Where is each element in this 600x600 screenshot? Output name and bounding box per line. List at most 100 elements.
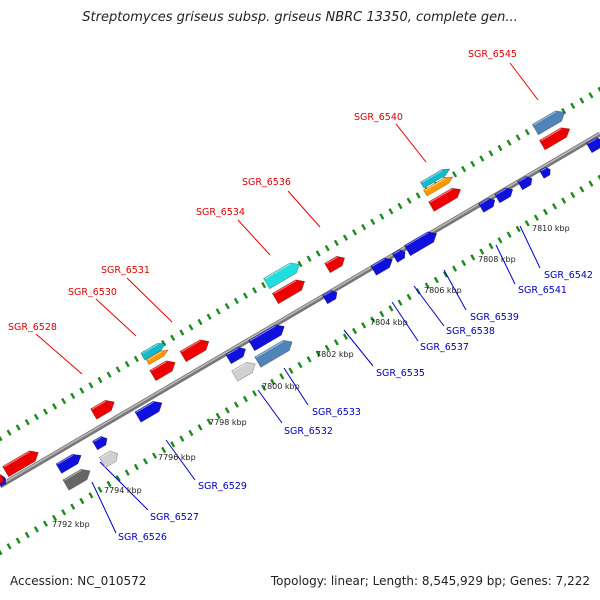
gene-red[interactable] <box>149 357 178 382</box>
guide-dot <box>361 223 367 231</box>
guide-dot <box>61 509 67 516</box>
guide-dot <box>106 480 112 488</box>
leader-line <box>519 225 541 269</box>
guide-dot <box>252 287 258 294</box>
gene-label-sgr-6541[interactable]: SGR_6541 <box>518 285 567 296</box>
guide-dot <box>397 299 403 306</box>
topology-text: Topology: linear; Length: 8,545,929 bp; … <box>270 574 590 588</box>
leader-line <box>91 481 117 534</box>
gene-label-sgr-6529[interactable]: SGR_6529 <box>198 481 247 492</box>
gene-red[interactable] <box>539 124 572 151</box>
guide-dot <box>242 292 248 299</box>
guide-dot <box>15 537 21 544</box>
gene-steel[interactable] <box>254 337 296 368</box>
guide-dot <box>297 260 303 268</box>
guide-dot <box>115 366 121 373</box>
gene-label-sgr-6534[interactable]: SGR_6534 <box>196 207 245 218</box>
leader-line <box>343 329 374 367</box>
guide-dot <box>515 134 521 141</box>
guide-dot <box>97 376 103 384</box>
gene-red[interactable] <box>0 472 5 485</box>
gene-label-sgr-6530[interactable]: SGR_6530 <box>68 287 117 298</box>
guide-dot <box>542 208 548 216</box>
guide-dot <box>570 191 576 199</box>
gene-label-sgr-6533[interactable]: SGR_6533 <box>312 407 361 418</box>
leader-line <box>413 285 445 327</box>
guide-dot <box>579 186 585 193</box>
gene-teal[interactable] <box>140 340 167 361</box>
guide-dot <box>206 313 212 320</box>
scale-tick-label: 7792 kbp <box>52 520 90 529</box>
guide-dot <box>24 531 30 539</box>
gene-features[interactable] <box>0 107 600 491</box>
guide-dot <box>6 429 12 436</box>
gene-blue[interactable] <box>494 185 516 204</box>
gene-blue[interactable] <box>517 174 534 191</box>
guide-dot <box>224 407 230 414</box>
gene-grey-light[interactable] <box>231 359 259 382</box>
gene-label-sgr-6528[interactable]: SGR_6528 <box>8 322 57 333</box>
gene-steel[interactable] <box>531 107 567 136</box>
gene-teal[interactable] <box>420 166 451 189</box>
gene-blue[interactable] <box>134 398 165 423</box>
guide-dot <box>161 339 167 347</box>
guide-dot <box>188 324 194 331</box>
gene-red[interactable] <box>90 397 118 420</box>
guide-dot <box>52 403 58 410</box>
gene-blue[interactable] <box>92 434 109 451</box>
gene-label-sgr-6538[interactable]: SGR_6538 <box>446 326 495 337</box>
guide-dot <box>197 424 203 431</box>
gene-label-sgr-6526[interactable]: SGR_6526 <box>118 532 167 543</box>
gene-blue[interactable] <box>391 248 407 263</box>
gene-label-sgr-6531[interactable]: SGR_6531 <box>101 265 150 276</box>
scale-tick-label: 7798 kbp <box>209 418 247 427</box>
guide-dot <box>342 234 348 241</box>
guide-dot <box>470 254 476 261</box>
guide-dot <box>152 452 158 459</box>
gene-blue[interactable] <box>585 135 600 154</box>
guide-dot <box>379 310 385 318</box>
guide-dot <box>570 102 576 110</box>
gene-label-sgr-6537[interactable]: SGR_6537 <box>420 342 469 353</box>
gene-blue[interactable] <box>538 166 552 179</box>
guide-dot <box>388 208 394 215</box>
gene-blue[interactable] <box>55 451 84 474</box>
scale-tick-label: 7796 kbp <box>158 453 196 462</box>
guide-dot <box>79 387 85 394</box>
gene-orange[interactable] <box>145 347 170 366</box>
guide-dot <box>61 397 67 405</box>
gene-red[interactable] <box>324 253 348 274</box>
gene-blue[interactable] <box>248 321 288 352</box>
guide-dot <box>415 192 421 199</box>
gene-label-sgr-6540[interactable]: SGR_6540 <box>354 112 403 123</box>
gene-label-sgr-6545[interactable]: SGR_6545 <box>468 49 517 60</box>
guide-dot <box>452 265 458 272</box>
gene-blue[interactable] <box>370 255 396 276</box>
guide-dot <box>0 434 3 442</box>
gene-red[interactable] <box>2 447 42 478</box>
guide-dot <box>333 239 339 247</box>
gene-red[interactable] <box>271 276 307 305</box>
gene-cyan[interactable] <box>263 259 303 290</box>
gene-grey-dark[interactable] <box>62 466 93 491</box>
gene-label-sgr-6527[interactable]: SGR_6527 <box>150 512 199 523</box>
guide-dot <box>497 144 503 152</box>
gene-orange[interactable] <box>423 174 454 197</box>
gene-label-sgr-6539[interactable]: SGR_6539 <box>470 312 519 323</box>
guide-dot <box>388 305 394 312</box>
gene-label-sgr-6542[interactable]: SGR_6542 <box>544 270 593 281</box>
gene-blue[interactable] <box>225 344 249 365</box>
gene-red[interactable] <box>428 185 464 212</box>
gene-red[interactable] <box>179 336 212 363</box>
leader-line <box>283 367 309 406</box>
gene-label-sgr-6536[interactable]: SGR_6536 <box>242 177 291 188</box>
guide-dot <box>188 429 194 437</box>
guide-dot <box>88 382 94 389</box>
gene-blue[interactable] <box>403 228 439 257</box>
gene-label-sgr-6532[interactable]: SGR_6532 <box>284 426 333 437</box>
gene-blue[interactable] <box>478 196 498 213</box>
gene-label-sgr-6535[interactable]: SGR_6535 <box>376 368 425 379</box>
guide-dot <box>42 408 48 415</box>
gene-grey-light[interactable] <box>98 448 121 469</box>
gene-blue[interactable] <box>322 288 339 305</box>
